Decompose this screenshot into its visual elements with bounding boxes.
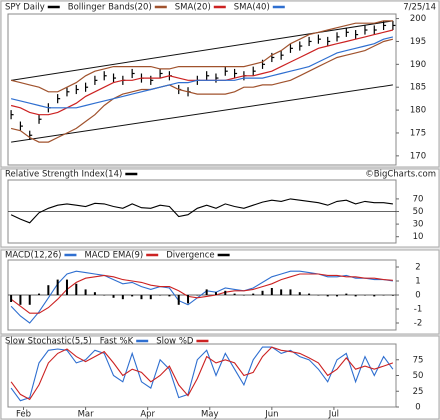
y-tick-label: -2 [414,319,422,329]
divergence-bar [298,292,301,295]
divergence-bar [270,288,273,295]
divergence-bar [326,295,329,297]
divergence-bar [10,295,13,302]
divergence-bar [280,289,283,295]
divergence-bar [65,279,68,295]
indicator-line [10,346,394,402]
y-tick-label: 170 [410,151,426,161]
credit: ©BigCharts.com [365,170,436,180]
divergence-bar [131,295,134,297]
y-tick-label: 180 [410,106,426,116]
divergence-bar [159,295,162,296]
divergence-bar [19,295,22,305]
legend-label: MACD(12,26) [5,251,61,261]
divergence-bar [214,292,217,295]
x-tick-label: Jun [264,410,278,420]
y-tick-label: 195 [410,37,426,47]
divergence-bar [317,295,320,296]
y-tick-label: 190 [410,60,426,70]
divergence-bar [382,295,385,296]
divergence-bar [391,295,394,296]
x-tick-label: May [201,410,219,420]
divergence-bar [224,290,227,295]
legend-label: SMA(20) [175,3,211,13]
y-tick-label: 200 [410,14,426,24]
y-tick-label: 1 [415,277,420,287]
divergence-bar [75,283,78,295]
divergence-bar [261,290,264,295]
panel-title: Slow Stochastic(5,5) [5,337,92,347]
y-tick-label: -1 [414,305,422,315]
divergence-bar [93,292,96,295]
x-tick-label: Mar [78,410,95,420]
divergence-bar [242,295,245,296]
divergence-bar [168,295,171,297]
legend-label: Bollinger Bands(20) [68,3,152,13]
divergence-bar [38,293,41,295]
plot-area [7,343,397,408]
divergence-bar [345,293,348,295]
divergence-bar [140,295,143,300]
divergence-bar [308,293,311,295]
divergence-bar [205,289,208,295]
divergence-bar [84,289,87,295]
y-tick-label: 75 [413,355,424,365]
y-tick-label: 10 [413,232,424,242]
legend-label: Fast %K [100,337,134,347]
legend-label: SMA(40) [234,3,270,13]
divergence-bar [112,295,115,298]
y-tick-label: 50 [413,371,424,381]
divergence-bar [149,295,152,300]
divergence-bar [336,295,339,297]
divergence-bar [47,285,50,295]
divergence-bar [289,289,292,295]
legend-label: Slow %D [156,337,194,347]
x-tick-label: Feb [16,410,31,420]
bollinger-upper [10,20,393,93]
divergence-bar [56,279,59,295]
legend-label: Divergence [166,251,214,261]
legend-label: SPY Daily [5,3,45,13]
legend-label: MACD EMA(9) [84,251,143,261]
y-tick-label: 185 [410,83,426,93]
y-tick-label: 25 [413,387,424,397]
divergence-bar [363,295,366,296]
y-tick-label: 50 [413,207,424,217]
legend-label: Relative Strength Index(14) [5,170,122,180]
divergence-bar [354,295,357,297]
moving-average [10,36,394,109]
divergence-bar [196,295,199,296]
plot-area [7,13,397,166]
y-tick-label: 175 [410,128,426,138]
divergence-bar [28,295,31,305]
divergence-bar [252,293,255,295]
y-tick-label: 70 [413,194,424,204]
divergence-bar [103,295,106,296]
y-tick-label: 30 [413,220,424,230]
divergence-bar [121,295,124,300]
indicator-line [10,270,393,324]
indicator-line [10,198,393,224]
y-tick-label: 0 [415,403,420,413]
y-tick-label: 0 [415,291,420,301]
indicator-line [10,346,394,401]
y-tick-label: 2 [415,263,420,273]
bollinger-lower [10,38,394,143]
divergence-bar [233,293,236,295]
divergence-bar [177,295,180,305]
trendline [11,20,393,81]
divergence-bar [373,295,376,297]
date-label: 7/25/14 [403,3,436,13]
indicator-line [10,273,393,314]
x-tick-label: Jul [328,410,339,420]
divergence-bar [187,295,190,304]
trendline [11,84,393,143]
x-tick-label: Apr [140,410,155,420]
